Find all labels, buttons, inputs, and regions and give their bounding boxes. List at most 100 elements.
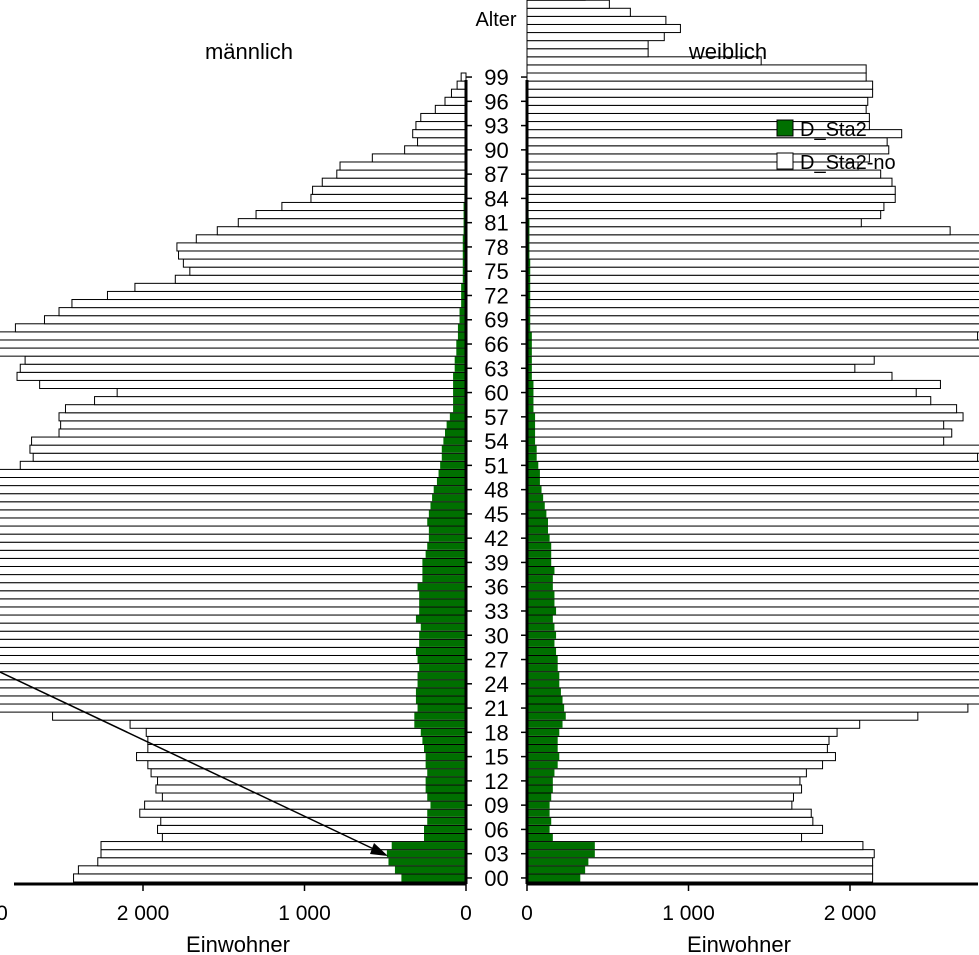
age-tick-label: 21 (484, 696, 508, 721)
female-bar-age-69 (526, 315, 979, 325)
female-d-sta2-bar-age-70 (527, 308, 531, 316)
female-bar-age-47 (526, 493, 979, 503)
male-d-sta2-bar-age-59 (453, 397, 466, 405)
male-bar-age-86 (321, 177, 467, 187)
male-bar-age-10 (161, 792, 467, 802)
male-d-sta2-bar-age-67 (457, 332, 466, 340)
female-d-sta2-bar-age-10 (527, 793, 552, 801)
female-bar-age-78 (526, 242, 979, 252)
female-bar-age-18 (526, 727, 838, 737)
female-bars (526, 0, 979, 883)
male-d-sta2-bar-age-14 (425, 761, 466, 769)
female-bar-age-44 (526, 517, 979, 527)
female-bar-age-42 (526, 533, 979, 543)
male-label: männlich (205, 39, 293, 64)
male-d-sta2-bar-age-31 (420, 623, 466, 631)
female-bar-age-62 (526, 371, 893, 381)
age-tick-label: 99 (484, 65, 508, 90)
male-bar-age-71 (71, 299, 467, 309)
female-bar-age-61 (526, 379, 941, 390)
male-bar-age-36 (0, 582, 467, 592)
female-bar-age-25 (526, 671, 979, 681)
male-d-sta2-bar-age-9 (430, 801, 466, 809)
male-bar-age-95 (434, 104, 467, 114)
male-d-sta2-bar-age-50 (438, 469, 466, 477)
female-bar-age-84 (526, 193, 896, 203)
female-d-sta2-bar-age-23 (527, 688, 561, 696)
female-bar-age-30 (526, 630, 979, 640)
female-d-sta2-bar-age-67 (527, 332, 532, 340)
age-tick-label: 63 (484, 356, 508, 381)
male-d-sta2-bar-age-49 (436, 478, 466, 486)
female-bar-age-59 (526, 396, 932, 406)
female-d-sta2-bar-age-71 (527, 300, 531, 308)
female-bar-age-28 (526, 646, 979, 656)
male-x-tick-label: 2 000 (117, 902, 170, 925)
female-d-sta2-bar-age-1 (527, 866, 586, 874)
age-tick-label: 36 (484, 575, 508, 600)
female-bar-age-55 (526, 428, 953, 438)
male-bar-age-13 (150, 768, 467, 778)
female-bar-age-74 (526, 274, 979, 284)
age-tick-label: 54 (484, 429, 508, 454)
male-bar-age-25 (0, 671, 467, 681)
female-bar-age-23 (526, 687, 979, 697)
female-d-sta2-bar-age-59 (527, 397, 534, 405)
female-d-sta2-bar-age-60 (527, 389, 534, 397)
female-d-sta2-bar-age-7 (527, 817, 552, 825)
male-bar-age-75 (189, 266, 467, 276)
male-bar-age-37 (0, 574, 467, 584)
male-bar-age-39 (0, 557, 467, 567)
female-bar-age-95 (526, 104, 867, 114)
male-bar-age-30 (0, 630, 467, 640)
female-d-sta2-bar-age-32 (527, 615, 553, 623)
female-d-sta2-bar-age-58 (527, 405, 534, 413)
female-d-sta2-bar-age-61 (527, 380, 534, 389)
x-axis-label-right: Einwohner (687, 932, 791, 955)
male-bar-age-79 (195, 234, 467, 244)
female-d-sta2-bar-age-57 (527, 413, 536, 421)
female-d-sta2-bar-age-72 (527, 291, 531, 300)
male-d-sta2-bar-age-43 (428, 526, 466, 534)
female-d-sta2-bar-age-6 (527, 825, 550, 833)
female-d-sta2-bar-age-0 (527, 874, 581, 882)
age-tick-label: 18 (484, 720, 508, 745)
male-bar-age-50 (0, 468, 467, 479)
male-d-sta2-bar-age-15 (425, 753, 466, 761)
female-bar-age-12 (526, 776, 801, 786)
male-d-sta2-bar-age-56 (446, 421, 466, 429)
male-bar-age-24 (0, 679, 467, 689)
female-bar-age-40 (526, 549, 979, 559)
male-bar-age-96 (444, 96, 467, 106)
male-d-sta2-bar-age-10 (427, 793, 466, 801)
female-bar-age-22 (526, 695, 979, 705)
male-bar-age-49 (0, 477, 467, 487)
age-tick-label: 51 (484, 453, 508, 478)
age-tick-label: 72 (484, 283, 508, 308)
male-d-sta2-bar-age-12 (425, 777, 466, 785)
female-d-sta2-bar-age-49 (527, 478, 540, 486)
male-bar-age-7 (160, 816, 467, 826)
female-d-sta2-bar-age-62 (527, 372, 532, 380)
female-bar-age-46 (526, 501, 979, 511)
female-bar-age-6 (526, 824, 824, 834)
chart-title: Alter (475, 9, 516, 31)
male-bar-age-33 (0, 606, 467, 616)
female-bar-age-103 (526, 40, 649, 50)
female-bar-age-58 (526, 404, 958, 414)
male-d-sta2-bar-age-53 (441, 445, 466, 453)
male-d-sta2-bar-age-74 (462, 275, 466, 283)
female-d-sta2-bar-age-2 (527, 858, 589, 866)
legend-label-d-sta2: D_Sta2 (800, 119, 867, 141)
age-tick-label: 60 (484, 381, 508, 406)
male-bar-age-57 (58, 412, 467, 422)
female-d-sta2-bar-age-22 (527, 696, 563, 704)
male-bar-age-26 (0, 663, 467, 673)
female-d-sta2-bar-age-35 (527, 591, 555, 599)
female-bar-age-53 (526, 444, 979, 454)
female-bar-age-16 (526, 743, 828, 754)
male-d-sta2-bar-age-52 (441, 453, 466, 461)
female-d-sta2-bar-age-19 (527, 720, 563, 728)
